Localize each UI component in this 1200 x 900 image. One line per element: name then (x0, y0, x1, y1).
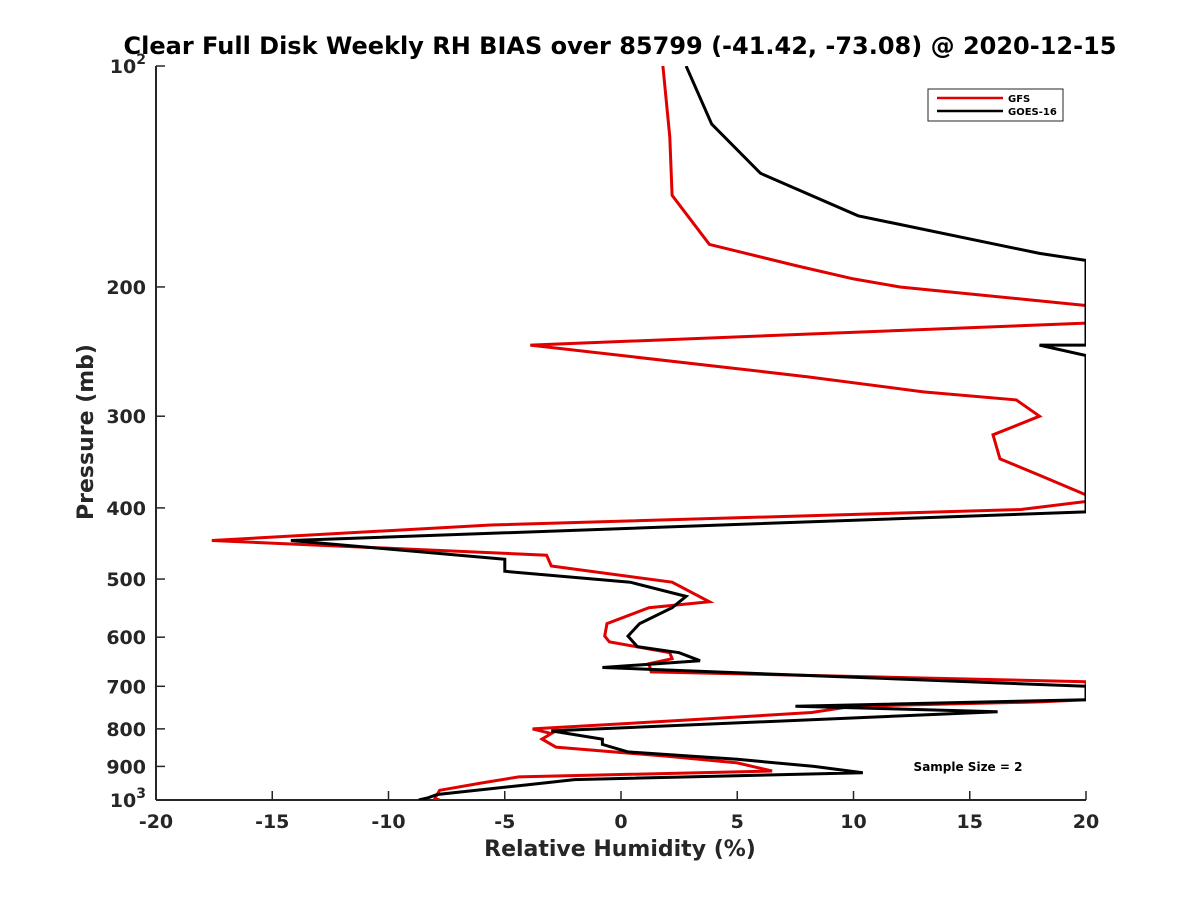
x-tick-label: 15 (957, 811, 983, 833)
x-axis-label: Relative Humidity (%) (484, 837, 756, 862)
y-axis-label: Pressure (mb) (74, 344, 99, 520)
x-tick-label: 0 (614, 811, 627, 833)
x-tick-label: 20 (1073, 811, 1099, 833)
x-tick-label: -10 (371, 811, 405, 833)
x-axis-ticks: -20 -15 -10 -5 0 5 10 15 20 (139, 791, 1099, 833)
y-tick-label: 800 (106, 719, 146, 741)
legend-entry-label: GOES-16 (1008, 107, 1057, 118)
y-axis-ticks: 102 200 300 400 500 600 700 800 900 103 (106, 52, 165, 812)
plot-frame (155, 66, 1086, 801)
series-layer (211, 66, 1086, 800)
y-tick-label: 102 (110, 52, 146, 78)
y-tick-label: 500 (106, 569, 146, 591)
legend-entry-label: GFS (1008, 94, 1030, 105)
x-tick-label: -20 (139, 811, 173, 833)
sample-size-annotation: Sample Size = 2 (914, 760, 1023, 774)
x-tick-label: 10 (840, 811, 866, 833)
y-tick-label: 400 (106, 498, 146, 520)
y-tick-label: 300 (106, 406, 146, 428)
chart-title: Clear Full Disk Weekly RH BIAS over 8579… (124, 32, 1117, 60)
y-tick-label: 200 (106, 277, 146, 299)
y-tick-label: 600 (106, 627, 146, 649)
x-tick-label: -15 (255, 811, 289, 833)
x-tick-label: 5 (731, 811, 744, 833)
legend-box (927, 88, 1064, 122)
y-tick-label: 700 (106, 676, 146, 698)
legend: GFS GOES-16 (927, 88, 1064, 122)
series-line-gfs (211, 66, 1086, 800)
x-tick-label: -5 (494, 811, 515, 833)
series-line-goes-16 (290, 66, 1086, 800)
y-tick-label: 900 (106, 756, 146, 778)
y-tick-label: 103 (110, 786, 146, 812)
